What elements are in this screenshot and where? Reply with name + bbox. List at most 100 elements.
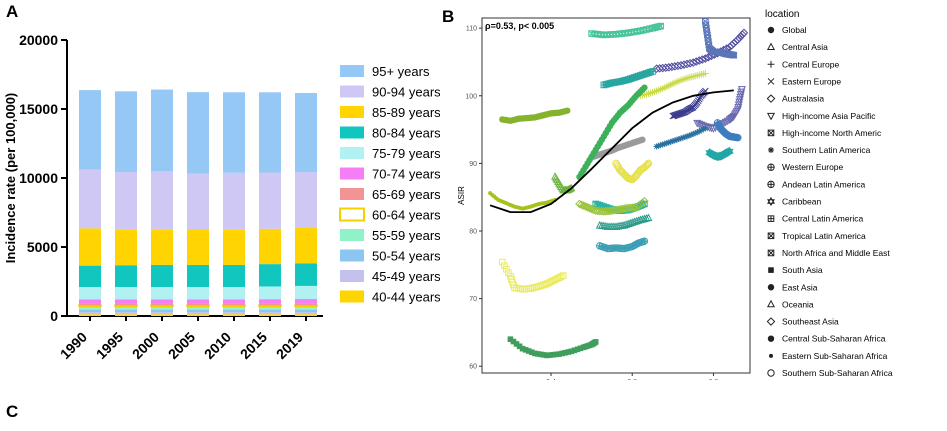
data-point bbox=[694, 129, 701, 136]
bar-segment bbox=[294, 304, 318, 308]
bar-segment bbox=[295, 92, 317, 173]
bar-segment bbox=[115, 172, 137, 230]
data-point bbox=[704, 52, 713, 62]
y-tick-label: 100 bbox=[465, 93, 477, 100]
data-point bbox=[574, 346, 581, 353]
data-point bbox=[688, 131, 695, 138]
scatter-series bbox=[669, 87, 709, 120]
bar-segment bbox=[223, 264, 245, 288]
legend-marker bbox=[767, 232, 775, 240]
data-point bbox=[516, 343, 523, 350]
x-tick-label: 1990 bbox=[57, 329, 90, 362]
y-tick-label: 5000 bbox=[27, 239, 58, 255]
data-point bbox=[501, 262, 508, 269]
data-point bbox=[694, 56, 704, 65]
legend-label: 85-89 years bbox=[372, 105, 440, 120]
legend-swatch bbox=[340, 229, 364, 241]
data-point bbox=[579, 201, 588, 210]
legend-marker bbox=[768, 267, 774, 273]
bar-segment bbox=[79, 169, 101, 229]
data-point bbox=[538, 351, 544, 358]
legend-label: Oceania bbox=[782, 299, 814, 309]
bar-segment bbox=[187, 314, 209, 316]
data-point bbox=[581, 202, 590, 211]
scatter-series bbox=[499, 107, 571, 124]
trend-curve bbox=[489, 89, 734, 213]
data-point bbox=[657, 142, 664, 149]
bar-segment bbox=[187, 312, 209, 315]
data-point bbox=[675, 136, 682, 143]
data-point bbox=[698, 127, 705, 134]
legend-label: 75-79 years bbox=[372, 146, 440, 161]
x-tick-label: 0.4 bbox=[546, 379, 556, 380]
legend-label: Andean Latin America bbox=[782, 179, 865, 189]
bar-segment bbox=[259, 286, 281, 300]
data-point bbox=[642, 161, 651, 170]
scatter-chart: 0.40.60.860708090100110SDIASIRρ=0.53, p<… bbox=[457, 9, 893, 396]
bar-segment bbox=[151, 264, 173, 288]
legend-label: Eastern Sub-Saharan Africa bbox=[782, 351, 888, 361]
data-point bbox=[734, 133, 742, 142]
data-point bbox=[643, 160, 652, 169]
bar-segment bbox=[223, 172, 245, 230]
legend-marker bbox=[767, 369, 775, 377]
legend-marker bbox=[767, 163, 775, 171]
data-point bbox=[667, 138, 674, 145]
data-point bbox=[642, 213, 651, 222]
data-point bbox=[700, 126, 707, 133]
data-point bbox=[555, 274, 563, 281]
data-point bbox=[577, 200, 586, 210]
data-point bbox=[575, 199, 584, 209]
data-point bbox=[499, 258, 506, 266]
bar-segment bbox=[295, 309, 317, 313]
bar-segment bbox=[151, 287, 173, 300]
legend-marker bbox=[766, 317, 776, 326]
data-point bbox=[623, 203, 633, 213]
data-point bbox=[725, 146, 734, 156]
data-point bbox=[709, 125, 718, 133]
bar-segment bbox=[295, 299, 317, 304]
data-point bbox=[641, 84, 648, 91]
bar-segment bbox=[223, 309, 245, 313]
bar-segment bbox=[259, 309, 281, 313]
bar-segment bbox=[78, 304, 102, 308]
legend-label: East Asia bbox=[782, 282, 818, 292]
legend-label: 90-94 years bbox=[372, 85, 440, 100]
data-point bbox=[653, 143, 660, 150]
bar-segment bbox=[187, 287, 209, 300]
data-point bbox=[739, 28, 749, 38]
legend-marker bbox=[767, 284, 775, 291]
scatter-series bbox=[636, 70, 709, 100]
legend-label: Tropical Latin America bbox=[782, 231, 866, 241]
bar-segment bbox=[259, 172, 281, 229]
bar-segment bbox=[259, 228, 281, 265]
legend-swatch bbox=[340, 65, 364, 77]
data-point bbox=[682, 134, 689, 141]
data-point bbox=[585, 203, 594, 213]
bar-segment bbox=[115, 303, 137, 306]
data-point bbox=[690, 130, 697, 137]
scatter-series bbox=[595, 213, 653, 230]
data-point bbox=[677, 135, 684, 142]
legend-marker bbox=[767, 249, 775, 257]
data-point bbox=[525, 348, 532, 354]
plot-area bbox=[481, 17, 751, 374]
data-point bbox=[735, 33, 744, 43]
y-tick-label: 15000 bbox=[19, 101, 58, 117]
legend-marker bbox=[766, 299, 776, 308]
legend-marker bbox=[766, 42, 776, 51]
legend-swatch bbox=[339, 207, 365, 222]
scatter-series bbox=[588, 22, 664, 39]
data-point bbox=[639, 136, 646, 143]
legend-label: 70-74 years bbox=[372, 167, 440, 182]
x-tick-label: 2005 bbox=[165, 329, 198, 362]
legend-marker bbox=[768, 147, 774, 154]
data-point bbox=[649, 68, 656, 75]
y-tick-label: 60 bbox=[469, 364, 477, 371]
x-tick-label: 2019 bbox=[273, 329, 306, 362]
bar-segment bbox=[115, 265, 137, 288]
legend-swatch bbox=[340, 85, 364, 98]
data-point bbox=[565, 349, 572, 355]
bar-segment bbox=[295, 303, 317, 306]
legend-marker bbox=[767, 129, 775, 137]
